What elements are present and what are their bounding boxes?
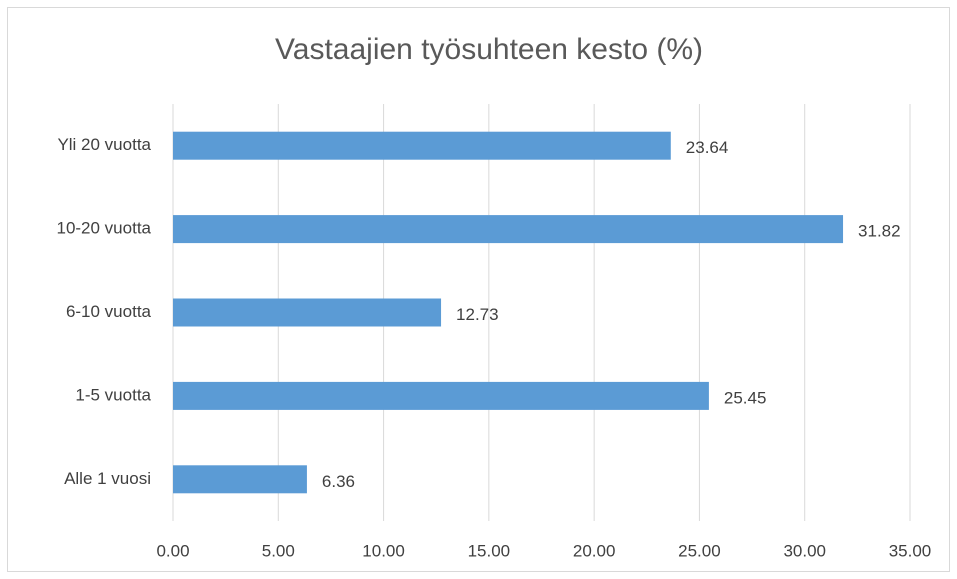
y-tick-label: 6-10 vuotta	[66, 302, 152, 321]
bar	[173, 381, 709, 410]
data-label: 25.45	[724, 388, 767, 407]
x-tick-label: 10.00	[362, 541, 405, 560]
x-tick-label: 30.00	[783, 541, 826, 560]
data-label: 31.82	[858, 222, 901, 241]
y-tick-label: Yli 20 vuotta	[57, 135, 151, 154]
data-label: 23.64	[686, 138, 729, 157]
data-label: 6.36	[322, 472, 355, 491]
bar	[173, 131, 671, 160]
x-tick-label: 25.00	[678, 541, 721, 560]
x-tick-label: 15.00	[468, 541, 511, 560]
x-tick-label: 20.00	[573, 541, 616, 560]
chart-border	[7, 7, 950, 572]
bar	[173, 215, 844, 244]
x-tick-label: 35.00	[889, 541, 932, 560]
data-label: 12.73	[456, 305, 499, 324]
chart-title: Vastaajien työsuhteen kesto (%)	[275, 33, 703, 66]
y-tick-label: 10-20 vuotta	[56, 219, 151, 238]
bar	[173, 465, 307, 494]
bar	[173, 298, 442, 327]
y-tick-label: Alle 1 vuosi	[64, 469, 151, 488]
x-tick-label: 5.00	[262, 541, 295, 560]
y-tick-label: 1-5 vuotta	[75, 385, 151, 404]
x-tick-label: 0.00	[156, 541, 189, 560]
